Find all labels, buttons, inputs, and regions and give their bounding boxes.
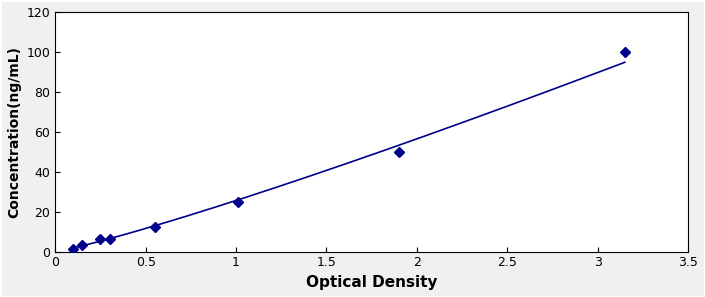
X-axis label: Optical Density: Optical Density [306,275,437,290]
Y-axis label: Concentration(ng/mL): Concentration(ng/mL) [7,46,21,218]
